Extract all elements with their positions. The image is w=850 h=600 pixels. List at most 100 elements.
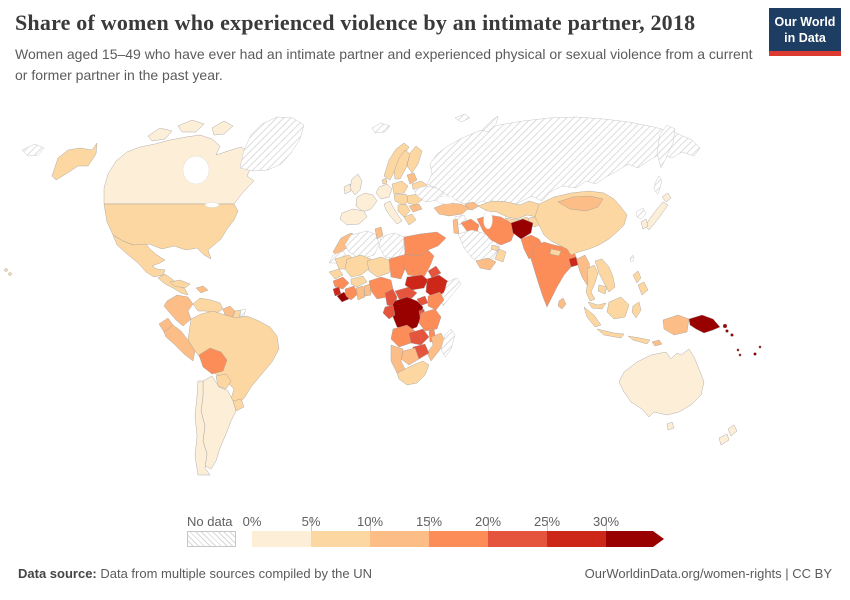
country-vanuatu[interactable] — [738, 353, 742, 357]
country-vanuatu[interactable] — [736, 348, 740, 352]
country-nepal[interactable] — [549, 248, 562, 257]
country-mali[interactable] — [344, 254, 372, 278]
country-bolivia[interactable] — [198, 347, 228, 375]
country-madagascar[interactable] — [440, 328, 456, 358]
country-india[interactable] — [530, 241, 578, 308]
country-peru[interactable] — [163, 324, 196, 362]
legend-segment[interactable] — [488, 531, 547, 547]
country-kamchatka[interactable] — [656, 124, 676, 169]
country-ireland[interactable] — [343, 183, 352, 195]
country-china[interactable] — [534, 190, 628, 256]
country-chukotka[interactable] — [21, 143, 45, 157]
country-afghanistan[interactable] — [510, 218, 534, 240]
legend-segment[interactable] — [429, 531, 488, 547]
country-venezuela[interactable] — [192, 297, 224, 315]
country-hispaniola[interactable] — [195, 285, 209, 294]
country-libya[interactable] — [378, 232, 405, 260]
country-tanzania[interactable] — [418, 308, 442, 332]
legend-segment[interactable] — [370, 531, 429, 547]
country-ivory-coast[interactable] — [344, 285, 359, 301]
country-algeria[interactable] — [344, 230, 380, 260]
country-west-papua[interactable] — [662, 314, 690, 336]
country-timor[interactable] — [651, 339, 663, 347]
country-sulawesi[interactable] — [631, 301, 642, 319]
legend-segment[interactable] — [547, 531, 606, 547]
country-greece[interactable] — [403, 213, 417, 226]
country-iceland[interactable] — [371, 122, 391, 134]
country-oman[interactable] — [494, 248, 507, 263]
legend-no-data-swatch[interactable] — [187, 531, 236, 547]
country-italy[interactable] — [383, 200, 403, 225]
country-alaska[interactable] — [51, 142, 98, 181]
country-canada-island[interactable] — [147, 127, 173, 142]
country-java[interactable] — [596, 328, 625, 339]
country-guinea[interactable] — [332, 276, 350, 290]
country-niger[interactable] — [366, 256, 392, 278]
country-ghana[interactable] — [355, 285, 366, 301]
country-france[interactable] — [355, 192, 378, 213]
country-new-zealand[interactable] — [718, 433, 730, 446]
country-sakhalin[interactable] — [653, 175, 663, 195]
country-mexico[interactable] — [112, 234, 166, 278]
country-togo-benin[interactable] — [363, 283, 372, 297]
country-mozambique[interactable] — [426, 332, 446, 362]
country-canada-island[interactable] — [211, 120, 234, 136]
country-japan-hokkaido[interactable] — [661, 192, 672, 203]
legend-segment[interactable] — [252, 531, 311, 547]
country-chile[interactable] — [194, 380, 211, 476]
country-ukraine[interactable] — [413, 185, 445, 203]
country-greenland[interactable] — [239, 116, 305, 172]
country-balkans[interactable] — [397, 203, 411, 218]
country-uk[interactable] — [349, 173, 363, 196]
country-bulgaria[interactable] — [408, 203, 423, 213]
country-chad[interactable] — [388, 254, 406, 280]
country-svalbard[interactable] — [454, 113, 471, 123]
country-thailand[interactable] — [585, 264, 599, 302]
country-new-britain[interactable] — [722, 323, 728, 329]
country-uae[interactable] — [490, 244, 500, 252]
country-south-africa[interactable] — [396, 360, 430, 386]
country-japan[interactable] — [644, 201, 669, 231]
country-mongolia[interactable] — [557, 195, 604, 212]
country-yemen[interactable] — [475, 257, 497, 271]
country-gabon-congo[interactable] — [382, 304, 396, 320]
legend-segment[interactable] — [311, 531, 370, 547]
country-new-zealand[interactable] — [727, 424, 738, 437]
country-north-korea[interactable] — [635, 207, 647, 220]
country-tunisia[interactable] — [374, 226, 384, 240]
country-guyana[interactable] — [222, 305, 236, 320]
country-solomon-islands[interactable] — [725, 329, 729, 333]
owid-logo[interactable]: Our World in Data — [769, 8, 841, 57]
country-fiji[interactable] — [753, 352, 757, 356]
country-poland[interactable] — [391, 180, 409, 195]
country-south-korea[interactable] — [640, 218, 649, 230]
legend-segment[interactable] — [606, 531, 653, 547]
country-zambia[interactable] — [408, 328, 430, 346]
country-finland[interactable] — [406, 145, 423, 174]
country-sumatra[interactable] — [583, 306, 602, 328]
country-norway[interactable] — [383, 142, 410, 181]
country-philippines[interactable] — [637, 281, 649, 296]
country-laos-vietnam[interactable] — [594, 258, 616, 293]
country-liberia[interactable] — [336, 291, 350, 303]
country-novaya-zemlya[interactable] — [481, 115, 499, 133]
country-germany[interactable] — [375, 183, 393, 200]
country-cambodia[interactable] — [597, 284, 608, 295]
country-senegal[interactable] — [328, 268, 344, 280]
country-sri-lanka[interactable] — [557, 297, 567, 310]
country-iraq[interactable] — [460, 218, 480, 234]
country-denmark[interactable] — [381, 177, 388, 185]
country-somalia[interactable] — [440, 277, 462, 307]
country-eritrea[interactable] — [427, 265, 442, 279]
country-tasmania[interactable] — [666, 421, 675, 431]
country-kenya[interactable] — [427, 291, 445, 311]
country-sudan[interactable] — [402, 249, 435, 278]
country-canada-island[interactable] — [177, 119, 205, 133]
country-cuba[interactable] — [169, 279, 191, 289]
country-lesser-sunda[interactable] — [627, 335, 651, 345]
country-malaysia[interactable] — [587, 301, 607, 310]
country-baltics[interactable] — [406, 172, 418, 185]
country-fiji[interactable] — [758, 345, 762, 349]
country-french-guiana[interactable] — [239, 308, 247, 318]
country-hawaii[interactable] — [4, 268, 8, 272]
